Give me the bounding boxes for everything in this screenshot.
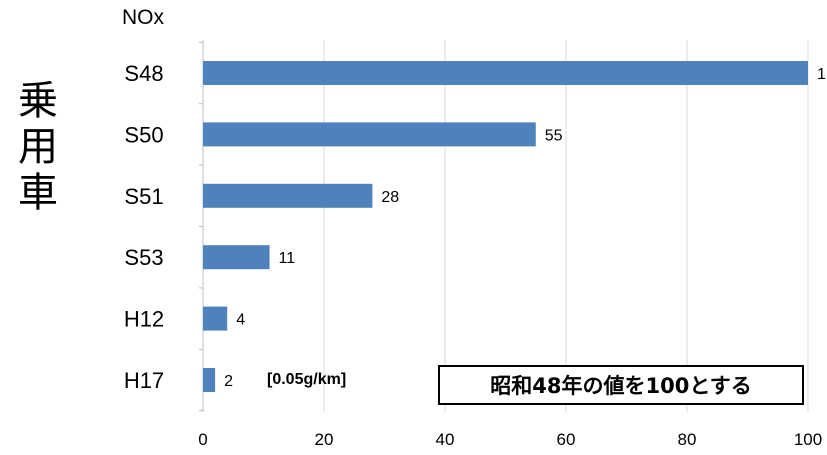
data-label: 2 <box>224 373 233 390</box>
x-tick-label: 60 <box>557 430 576 449</box>
vehicle-type-char-1: 乗 <box>18 78 58 124</box>
data-label: 1 <box>817 66 826 83</box>
category-label: S50 <box>124 122 163 147</box>
category-label: S48 <box>124 61 163 86</box>
x-tick-label: 20 <box>315 430 334 449</box>
bar <box>203 368 216 392</box>
x-tick-label: 0 <box>198 430 207 449</box>
data-label: 55 <box>545 127 563 144</box>
x-tick-label: 80 <box>678 430 697 449</box>
annotation-text: 昭和48年の値を100とする <box>490 374 752 398</box>
vehicle-type-char-3: 車 <box>18 170 58 216</box>
vehicle-type-label: 乗 用 車 <box>8 78 68 216</box>
bar <box>203 306 228 331</box>
x-tick-label: 100 <box>794 430 822 449</box>
category-label: H17 <box>124 368 164 393</box>
bar <box>203 122 536 147</box>
data-label: 4 <box>236 312 245 329</box>
category-label: S51 <box>124 184 163 209</box>
category-label: H12 <box>124 307 164 332</box>
x-tick-label: 40 <box>436 430 455 449</box>
vehicle-type-char-2: 用 <box>18 124 58 170</box>
data-label: 28 <box>381 189 399 206</box>
category-label: S53 <box>124 245 163 270</box>
bar <box>203 245 270 270</box>
bar <box>203 61 808 85</box>
data-label: 11 <box>279 250 296 267</box>
chart-title: NOx <box>122 6 164 29</box>
annotation-box: 昭和48年の値を100とする <box>438 365 804 405</box>
bar <box>203 183 373 208</box>
unit-note: [0.05g/km] <box>267 371 347 388</box>
